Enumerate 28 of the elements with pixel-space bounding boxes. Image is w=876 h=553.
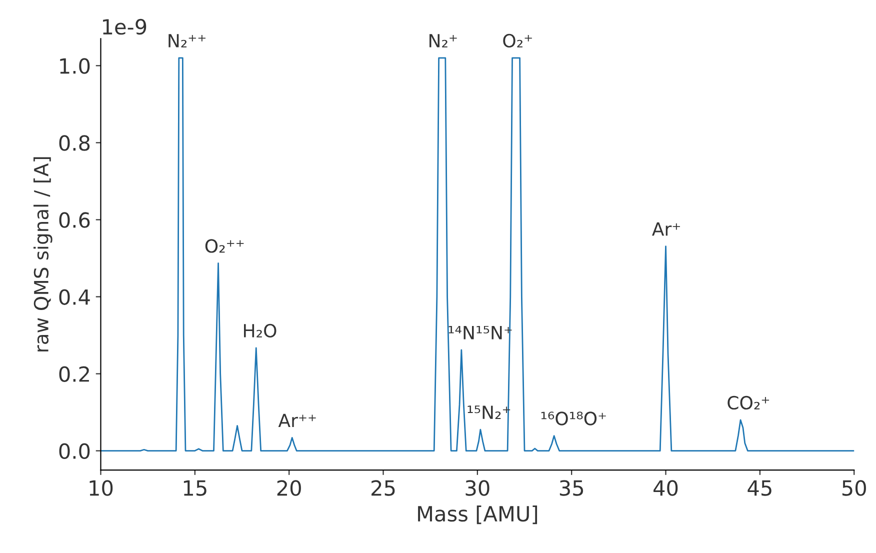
y-tick-label: 0.0 — [59, 443, 90, 460]
x-tick-label: 45 — [748, 480, 772, 496]
x-axis-title: Mass [AMU] — [418, 505, 538, 524]
annotation: H₂O — [244, 324, 276, 338]
x-tick-label: 35 — [560, 480, 584, 496]
y-tick-label: 0.4 — [59, 289, 90, 305]
annotation: CO₂⁺ — [728, 396, 770, 410]
x-tick-label: 40 — [654, 480, 678, 496]
line-series — [100, 57, 854, 452]
x-tick-label: 15 — [184, 480, 206, 496]
y-tick-label: 0.8 — [59, 135, 90, 151]
annotation: N₂⁺ — [430, 34, 457, 48]
x-tick-label: 50 — [842, 480, 866, 496]
y-tick-label: 0.2 — [59, 366, 89, 382]
y-tick-label: 0.6 — [59, 212, 90, 228]
x-tick-label: 25 — [372, 480, 395, 496]
annotation: Ar⁺ — [652, 222, 680, 236]
annotation: O₂⁺ — [503, 34, 532, 48]
x-tick-label: 20 — [277, 480, 301, 496]
y-tick-label: 1.0 — [60, 58, 90, 74]
x-tick-label: 10 — [90, 480, 113, 496]
annotation: O₂⁺⁺ — [205, 239, 244, 253]
annotation: ¹⁶O¹⁸O⁺ — [541, 412, 606, 426]
annotation: N₂⁺⁺ — [168, 34, 206, 48]
annotation: Ar⁺⁺ — [278, 414, 316, 427]
x-tick-label: 30 — [466, 480, 490, 496]
text: 1e-9 — [103, 18, 146, 35]
y-axis-title: raw QMS signal / [A] — [34, 157, 52, 352]
